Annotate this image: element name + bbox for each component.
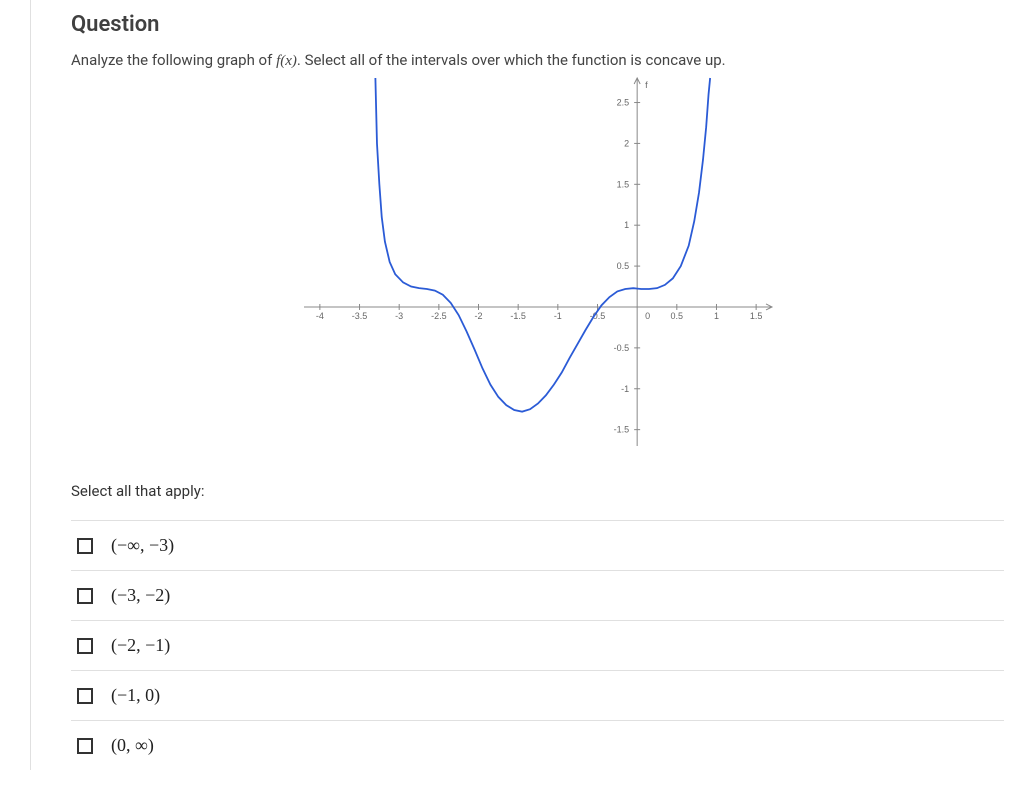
question-text-post: . Select all of the intervals over which… <box>297 51 726 69</box>
svg-text:-1.5: -1.5 <box>613 425 629 435</box>
svg-text:0: 0 <box>645 311 650 321</box>
checkbox-icon[interactable] <box>77 638 93 654</box>
svg-text:-3: -3 <box>395 311 403 321</box>
svg-text:-4: -4 <box>315 311 323 321</box>
option-label: (0, ∞) <box>111 735 1004 756</box>
answer-option[interactable]: (−2, −1) <box>71 620 1004 670</box>
question-title: Question <box>71 12 1004 37</box>
function-graph: -4-3.5-3-2.5-2-1.5-1-0.50.511.5-1.5-1-0.… <box>298 72 778 452</box>
checkbox-icon[interactable] <box>77 588 93 604</box>
svg-text:1.5: 1.5 <box>749 311 762 321</box>
answer-options: (−∞, −3) (−3, −2) (−2, −1) (−1, 0) (0, ∞) <box>71 520 1004 770</box>
answer-option[interactable]: (−1, 0) <box>71 670 1004 720</box>
svg-text:1: 1 <box>624 220 629 230</box>
svg-text:-2: -2 <box>474 311 482 321</box>
option-label: (−∞, −3) <box>111 535 1004 556</box>
svg-text:2: 2 <box>624 138 629 148</box>
select-prompt: Select all that apply: <box>71 482 1004 500</box>
question-text: Analyze the following graph of f(x). Sel… <box>71 51 1004 70</box>
svg-text:0.5: 0.5 <box>616 261 629 271</box>
option-label: (−2, −1) <box>111 635 1004 656</box>
checkbox-icon[interactable] <box>77 538 93 554</box>
answer-option[interactable]: (−3, −2) <box>71 570 1004 620</box>
option-label: (−3, −2) <box>111 585 1004 606</box>
svg-text:0.5: 0.5 <box>670 311 683 321</box>
svg-text:f: f <box>645 80 648 90</box>
svg-text:-1: -1 <box>621 384 629 394</box>
answer-option[interactable]: (−∞, −3) <box>71 520 1004 570</box>
question-text-pre: Analyze the following graph of <box>71 51 276 69</box>
svg-text:2.5: 2.5 <box>616 98 629 108</box>
checkbox-icon[interactable] <box>77 688 93 704</box>
fx-symbol: f(x) <box>276 53 297 69</box>
question-page: Question Analyze the following graph of … <box>30 0 1014 770</box>
answer-option[interactable]: (0, ∞) <box>71 720 1004 770</box>
svg-text:-1.5: -1.5 <box>510 311 526 321</box>
svg-text:-0.5: -0.5 <box>613 343 629 353</box>
option-label: (−1, 0) <box>111 685 1004 706</box>
graph-container: -4-3.5-3-2.5-2-1.5-1-0.50.511.5-1.5-1-0.… <box>71 72 1004 452</box>
svg-text:-3.5: -3.5 <box>351 311 367 321</box>
svg-text:-1: -1 <box>553 311 561 321</box>
checkbox-icon[interactable] <box>77 738 93 754</box>
svg-text:1: 1 <box>713 311 718 321</box>
svg-text:-2.5: -2.5 <box>431 311 447 321</box>
svg-text:1.5: 1.5 <box>616 179 629 189</box>
